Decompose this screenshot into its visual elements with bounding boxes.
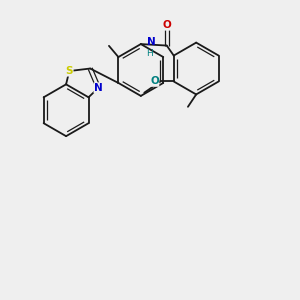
Text: N: N — [147, 37, 156, 47]
Text: O: O — [163, 20, 172, 30]
Text: N: N — [94, 83, 103, 93]
Text: O: O — [150, 76, 159, 86]
Text: S: S — [65, 66, 73, 76]
Text: H: H — [146, 49, 152, 58]
